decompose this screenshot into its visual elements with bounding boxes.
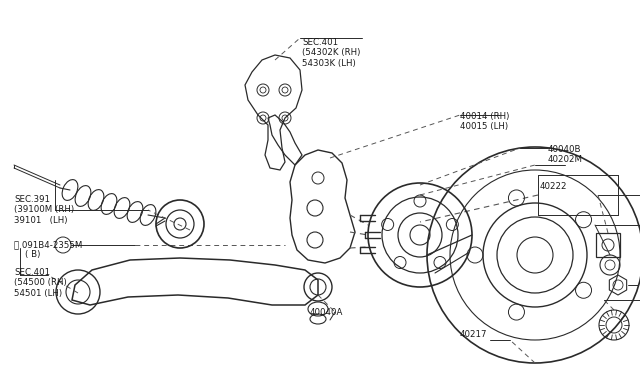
Text: 40040B
40202M: 40040B 40202M xyxy=(548,145,583,164)
Text: SEC.401
(54302K (RH)
54303K (LH): SEC.401 (54302K (RH) 54303K (LH) xyxy=(302,38,360,68)
Text: 40014 (RH)
40015 (LH): 40014 (RH) 40015 (LH) xyxy=(460,112,509,131)
Text: SEC.391
(39100M (RH)
39101   (LH): SEC.391 (39100M (RH) 39101 (LH) xyxy=(14,195,74,225)
Text: SEC.401
(54500 (RH)
54501 (LH): SEC.401 (54500 (RH) 54501 (LH) xyxy=(14,268,67,298)
Text: 40222: 40222 xyxy=(540,182,568,191)
Text: Ⓑ 091B4-2355M
    ( B): Ⓑ 091B4-2355M ( B) xyxy=(14,240,83,259)
Text: 40217: 40217 xyxy=(460,330,488,339)
Text: 40040A: 40040A xyxy=(310,308,344,317)
